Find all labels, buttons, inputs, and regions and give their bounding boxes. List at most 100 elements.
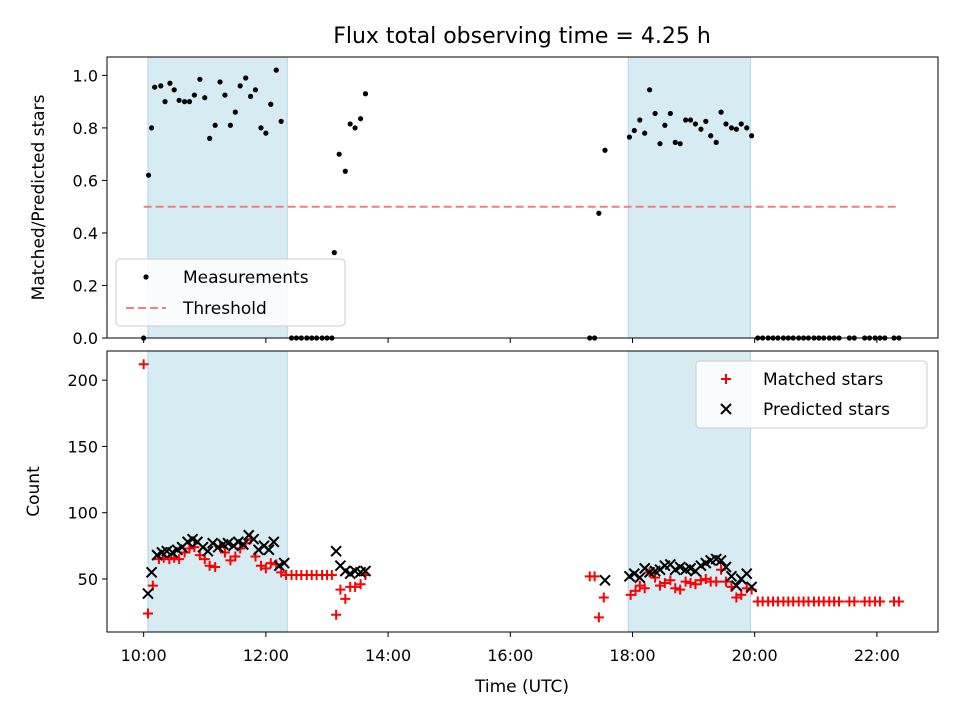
measurement-point	[263, 130, 269, 136]
measurement-point	[243, 75, 249, 81]
predicted-star-point	[252, 544, 265, 556]
matched-star-point	[340, 593, 351, 604]
matched-star-point	[260, 563, 271, 574]
legend-bottom: Matched stars Predicted stars	[695, 360, 928, 429]
matched-star-point	[665, 575, 676, 586]
predicted-star-point	[745, 581, 758, 593]
measurement-point	[692, 121, 699, 127]
matched-star-point	[630, 585, 641, 596]
x-tick-label: 12:00	[243, 646, 289, 665]
axes-frame	[106, 56, 939, 339]
x-tick-label: 14:00	[365, 646, 411, 665]
chart-title: Flux total observing time = 4.25 h	[333, 24, 711, 49]
measurement-point	[626, 134, 633, 140]
x-tick-label: 22:00	[854, 646, 900, 665]
matched-star-point	[598, 592, 609, 603]
x-tick-label: 16:00	[487, 646, 533, 665]
measurement-point	[278, 118, 284, 124]
matched-star-point	[659, 577, 670, 588]
measurement-point	[728, 125, 735, 131]
measurement-point	[749, 133, 755, 139]
measurement-point	[637, 117, 643, 123]
legend-marker-measurements	[143, 274, 149, 280]
measurement-point	[708, 133, 714, 139]
measurement-point	[677, 141, 683, 147]
predicted-star-point	[202, 545, 214, 557]
y-tick-label: 0.6	[73, 171, 98, 190]
y-tick-label: 1.0	[73, 66, 98, 85]
matched-star-point	[849, 596, 860, 607]
measurement-point	[227, 122, 234, 128]
measurement-point	[202, 95, 208, 101]
measurement-point	[182, 99, 188, 105]
predicted-star-point	[628, 567, 641, 580]
matched-star-point	[138, 359, 149, 370]
y-axis-label: Matched/Predicted stars	[29, 94, 49, 300]
measurement-point	[252, 87, 259, 93]
predicted-star-point	[715, 554, 727, 567]
measurement-point	[197, 76, 203, 82]
predicted-star-point	[145, 566, 158, 579]
measurement-point	[703, 118, 709, 124]
measurement-point	[212, 122, 218, 128]
legend-box	[115, 258, 346, 327]
y-axis-label: Count	[24, 466, 44, 517]
measurement-point	[232, 109, 238, 115]
measurement-point	[687, 117, 694, 123]
matched-star-point	[265, 558, 276, 569]
y-tick-label: 200	[67, 371, 98, 390]
matched-star-point	[639, 583, 650, 594]
y-tick-label: 100	[67, 504, 98, 523]
measurement-point	[149, 125, 155, 131]
x-tick-label: 20:00	[732, 646, 778, 665]
x-axis-label: Time (UTC)	[474, 677, 569, 697]
predicted-star-point	[359, 565, 372, 577]
measurement-point	[733, 126, 739, 132]
matched-star-point	[675, 584, 686, 595]
y-tick-label: 0.0	[73, 329, 98, 348]
predicted-star-point	[263, 544, 275, 556]
legend-label-threshold: Threshold	[182, 299, 267, 319]
matched-star-point	[720, 576, 731, 587]
measurement-point	[698, 126, 704, 132]
measurement-point	[258, 125, 264, 131]
matched-star-point	[326, 570, 337, 581]
x-tick-label: 18:00	[609, 646, 655, 665]
matched-star-point	[670, 583, 681, 594]
measurement-point	[176, 97, 182, 103]
predicted-star-point	[222, 537, 234, 549]
predicted-star-point	[247, 533, 260, 545]
measurement-point	[342, 168, 348, 174]
matched-star-point	[210, 562, 221, 573]
measurement-point	[167, 80, 173, 86]
series-predicted-stars	[142, 529, 758, 600]
matched-star-point	[230, 551, 241, 562]
panel-bottom-count: 50 100 150 200 10:00 12:00 14:00 16:00 18:00 20:0…	[24, 350, 939, 665]
measurement-point	[662, 122, 668, 128]
matched-star-point	[593, 612, 604, 623]
matched-star-point	[350, 581, 361, 592]
predicted-star-point	[268, 536, 280, 548]
predicted-star-point	[730, 579, 743, 592]
measurement-point	[331, 250, 337, 256]
measurement-point	[657, 141, 663, 147]
measurement-point	[273, 67, 279, 73]
matched-star-point	[874, 596, 885, 607]
measurement-point	[162, 99, 168, 105]
measurement-point	[347, 121, 353, 127]
predicted-star-point	[207, 537, 219, 549]
predicted-star-point	[237, 538, 249, 551]
y-tick-label: 0.4	[73, 224, 98, 243]
measurement-point	[158, 83, 164, 89]
measurement-point	[191, 92, 197, 98]
measurement-point	[738, 121, 744, 127]
measurement-point	[362, 91, 369, 97]
predicted-star-point	[674, 561, 686, 573]
measurement-point	[602, 147, 608, 153]
measurement-point	[718, 109, 724, 115]
predicted-star-point	[720, 561, 732, 573]
legend-marker-predicted	[720, 403, 732, 415]
predicted-star-point	[142, 587, 154, 600]
matched-star-point	[680, 576, 691, 587]
matched-star-point	[736, 589, 747, 600]
